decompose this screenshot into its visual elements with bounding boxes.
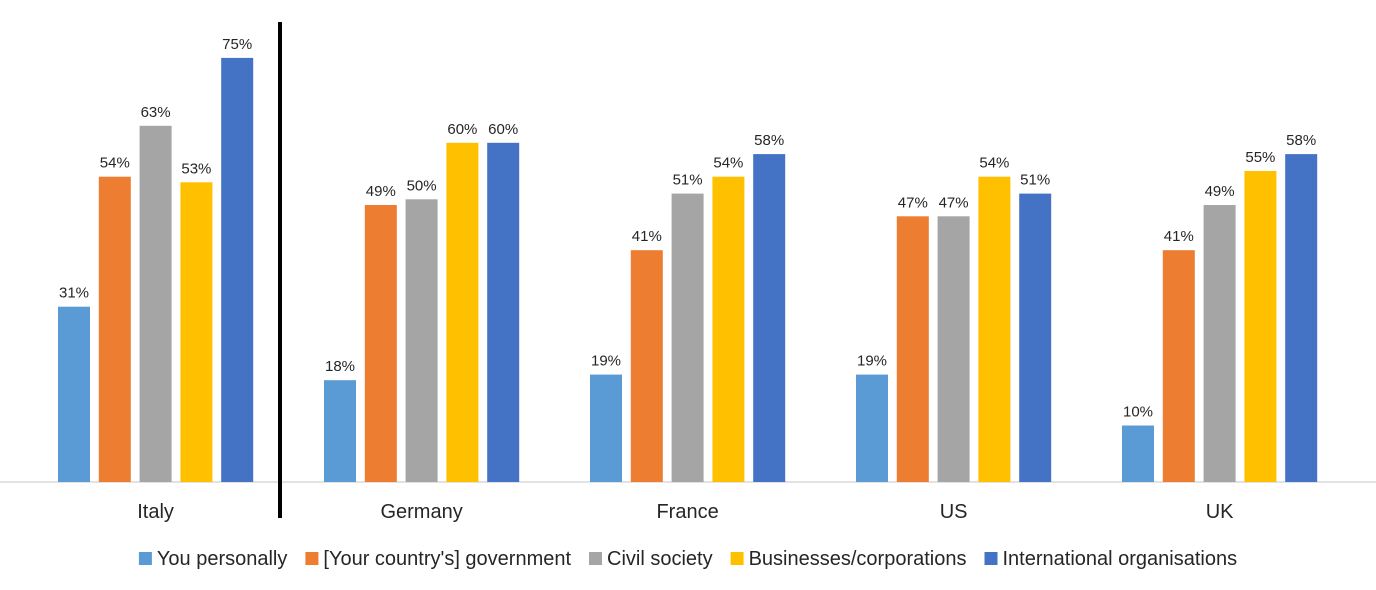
category-label-us: US [940,501,968,523]
bar-germany-your-country-s-government [364,205,397,482]
legend-swatch-your-country-s-government [305,552,319,565]
bar-france-your-country-s-government [630,250,663,482]
legend-label-international-organisations: International organisations [1003,548,1238,570]
bar-italy-your-country-s-government [98,176,131,482]
legend-label-your-country-s-government: [Your country's] government [323,548,571,570]
data-label-us-your-country-s-government: 47% [898,194,928,211]
bar-france-you-personally [590,374,622,482]
bar-france-businesses-corporations [712,176,745,482]
data-label-france-your-country-s-government: 41% [632,228,662,245]
data-label-italy-businesses-corporations: 53% [181,160,211,177]
data-label-germany-businesses-corporations: 60% [447,121,477,138]
bar-us-civil-society [937,216,970,483]
data-label-germany-international-organisations: 60% [488,121,518,138]
data-label-france-civil-society: 51% [673,172,703,189]
bar-italy-international-organisations [221,57,254,483]
data-label-italy-your-country-s-government: 54% [100,155,130,172]
data-label-us-you-personally: 19% [857,353,887,370]
bar-uk-businesses-corporations [1244,171,1277,482]
bars-group [58,57,1318,483]
bar-germany-businesses-corporations [446,142,479,483]
legend-swatch-civil-society [589,552,602,565]
bar-italy-businesses-corporations [180,182,213,483]
bar-us-you-personally [856,374,888,482]
legend-label-civil-society: Civil society [607,548,713,570]
bar-germany-international-organisations [487,142,520,483]
data-label-france-international-organisations: 58% [754,132,784,149]
data-labels-group: 31% 54% 63% 53% 75% 18% 49% 50% 60% 60% 19% 41% 51% 5… [59,36,1316,421]
data-label-italy-international-organisations: 75% [222,36,252,53]
data-label-germany-civil-society: 50% [407,177,437,194]
data-label-uk-businesses-corporations: 55% [1245,149,1275,166]
bar-uk-civil-society [1203,205,1236,482]
bar-france-civil-society [671,193,704,482]
bar-germany-you-personally [324,380,356,482]
data-label-uk-you-personally: 10% [1123,404,1153,421]
data-label-france-you-personally: 19% [591,353,621,370]
bar-germany-civil-society [405,199,438,483]
data-label-italy-you-personally: 31% [59,285,89,302]
data-label-france-businesses-corporations: 54% [713,155,743,172]
bar-france-international-organisations [753,154,786,482]
data-label-us-businesses-corporations: 54% [979,155,1009,172]
bar-uk-your-country-s-government [1162,250,1195,482]
category-label-germany: Germany [380,501,462,523]
category-label-italy: Italy [137,501,174,523]
bar-us-your-country-s-government [896,216,929,483]
legend-label-you-personally: You personally [157,548,287,570]
data-label-uk-your-country-s-government: 41% [1164,228,1194,245]
legend: You personally [Your country's] governmen… [138,548,1238,570]
data-label-italy-civil-society: 63% [141,104,171,121]
legend-swatch-businesses-corporations [730,552,744,565]
bar-italy-you-personally [58,306,90,482]
bar-uk-international-organisations [1285,154,1318,482]
legend-swatch-international-organisations [984,552,998,565]
category-labels-group: Italy Germany France US UK [137,501,1234,523]
bar-us-international-organisations [1019,193,1052,482]
data-label-uk-international-organisations: 58% [1286,132,1316,149]
data-label-us-international-organisations: 51% [1020,172,1050,189]
data-label-us-civil-society: 47% [939,194,969,211]
data-label-germany-your-country-s-government: 49% [366,183,396,200]
category-label-france: France [656,501,718,523]
legend-swatch-you-personally [138,552,152,565]
data-label-germany-you-personally: 18% [325,358,355,375]
legend-label-businesses-corporations: Businesses/corporations [749,548,967,570]
bar-italy-civil-society [139,125,172,483]
bar-us-businesses-corporations [978,176,1011,482]
data-label-uk-civil-society: 49% [1205,183,1235,200]
bar-uk-you-personally [1122,425,1154,482]
category-label-uk: UK [1206,501,1234,523]
